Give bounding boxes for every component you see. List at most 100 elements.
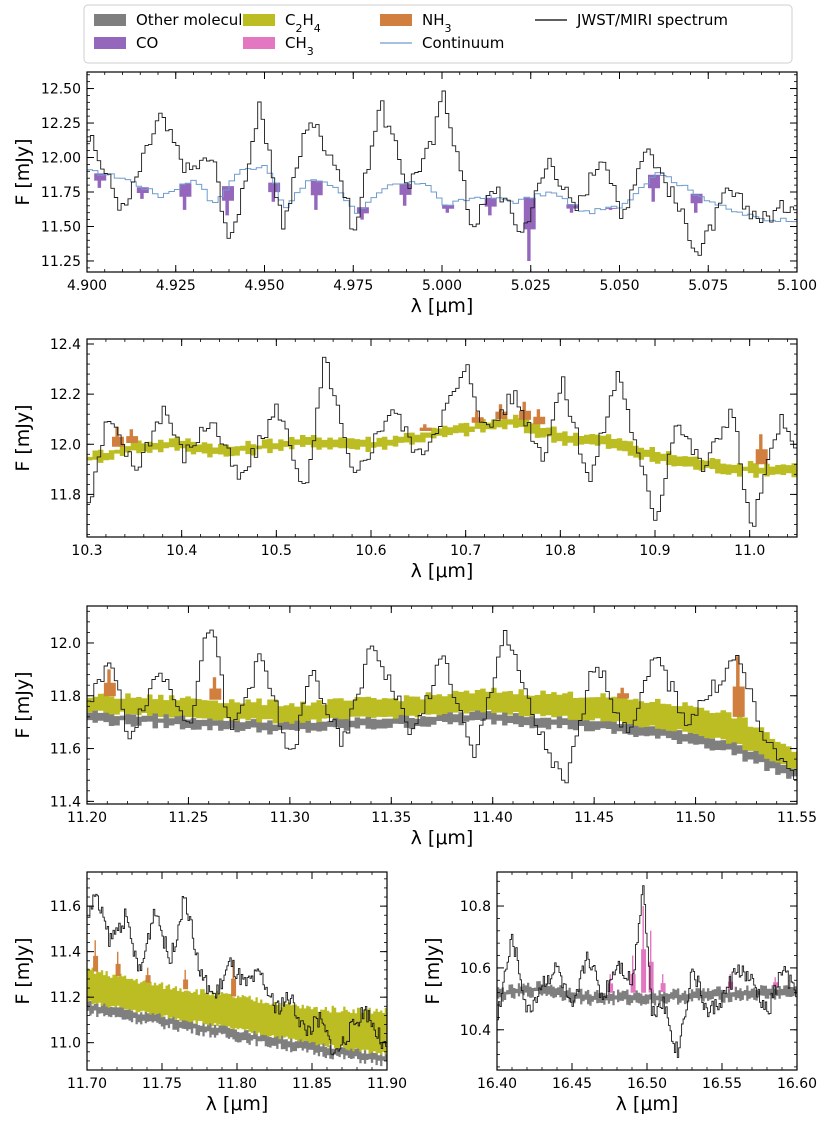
y-axis-label: F [mJy] [12, 404, 34, 471]
y-axis-label: F [mJy] [12, 671, 34, 738]
y-tick-label: 12.4 [50, 337, 81, 353]
x-tick-label: 11.40 [473, 810, 513, 826]
x-tick-label: 16.45 [552, 1076, 592, 1092]
legend-label-c2h4: C2H4 [285, 11, 321, 35]
legend-label-co: CO [136, 34, 158, 52]
plot-area-panel5 [497, 885, 797, 1058]
x-tick-label: 11.50 [676, 810, 716, 826]
y-tick-label: 12.25 [41, 116, 81, 132]
y-axis-label: F [mJy] [422, 937, 444, 1004]
band-nh3-panel3-3 [727, 656, 745, 717]
x-axis-label: λ [μm] [411, 295, 474, 317]
legend-entry-nh3: NH3 [380, 11, 452, 35]
band-co-panel1-7 [394, 184, 412, 206]
x-axis-label: λ [μm] [411, 827, 474, 849]
band-nh3-panel4-0 [90, 940, 99, 972]
y-tick-label: 11.4 [50, 794, 81, 810]
x-tick-label: 16.40 [477, 1076, 517, 1092]
line-jwst-panel5 [497, 885, 797, 1058]
legend-label-jwst: JWST/MIRI spectrum [576, 11, 728, 29]
band-nh3-panel4-4 [228, 960, 237, 997]
x-tick-label: 4.925 [156, 278, 196, 294]
band-nh3-panel3-2 [612, 687, 629, 699]
x-tick-label: 11.85 [292, 1076, 332, 1092]
legend-swatch-ch3 [243, 37, 275, 49]
band-ch3-panel5-6 [770, 977, 779, 988]
band-co-panel1-1 [131, 187, 149, 199]
band-co-panel1-12 [600, 207, 618, 210]
legend-label-other: Other molecules [136, 11, 260, 29]
legend-label-ch3: CH3 [285, 34, 314, 58]
band-co-panel1-11 [561, 204, 579, 213]
x-tick-label: 16.50 [627, 1076, 667, 1092]
x-axis-label: λ [μm] [616, 1093, 679, 1115]
y-tick-label: 11.6 [50, 742, 81, 758]
line-jwst-panel1 [87, 90, 797, 256]
x-tick-label: 16.60 [777, 1076, 817, 1092]
band-co-panel1-5 [305, 180, 323, 210]
band-co-panel1-0 [89, 173, 107, 188]
band-co-panel1-13 [642, 174, 660, 202]
x-tick-label: 11.75 [142, 1076, 182, 1092]
band-co-panel1-14 [685, 193, 703, 213]
band-ch3-panel5-3 [646, 930, 654, 993]
band-co-panel1-8 [437, 204, 455, 213]
y-tick-label: 11.0 [50, 1036, 81, 1052]
legend-swatch-co [94, 37, 126, 49]
line-continuum-panel1 [87, 165, 797, 223]
x-tick-label: 10.4 [166, 543, 197, 559]
legend-entry-other: Other molecules [94, 11, 260, 29]
y-tick-label: 12.50 [41, 82, 81, 98]
chart-panel1: 4.900 4.925 4.950 4.975 5.000 5.025 5.050 5.075… [12, 71, 817, 317]
x-tick-label: 5.000 [422, 278, 462, 294]
y-tick-label: 11.8 [50, 689, 81, 705]
band-nh3-panel2-3 [466, 411, 484, 423]
legend-swatch-nh3 [380, 14, 412, 26]
band-co-panel1-2 [174, 183, 192, 210]
y-tick-label: 11.75 [41, 185, 81, 201]
band-nh3-panel2-2 [414, 424, 432, 431]
x-tick-label: 5.100 [777, 278, 817, 294]
x-tick-label: 11.35 [371, 810, 411, 826]
x-tick-label: 10.3 [71, 543, 102, 559]
legend-entry-continuum: Continuum [380, 34, 504, 52]
y-tick-label: 11.8 [50, 487, 81, 503]
y-tick-label: 10.8 [460, 899, 491, 915]
band-ch3-panel5-1 [628, 955, 636, 993]
band-nh3-panel2-6 [528, 409, 546, 425]
y-tick-label: 11.2 [50, 990, 81, 1006]
x-tick-label: 11.70 [67, 1076, 107, 1092]
chart-panel3: 11.20 11.25 11.30 11.35 11.40 11.45 11.50 11.55… [12, 605, 817, 849]
band-nh3-panel4-3 [180, 969, 189, 990]
chart-panel5: 16.40 16.45 16.50 16.55 16.60 10.4 10.6 10.8 λ [… [422, 871, 817, 1115]
legend-swatch-other [94, 14, 126, 26]
band-co-panel1-10 [518, 197, 536, 261]
band-nh3-panel2-4 [490, 404, 508, 419]
x-tick-label: 11.45 [574, 810, 614, 826]
x-tick-label: 11.90 [367, 1076, 407, 1092]
y-axis-label: F [mJy] [12, 937, 34, 1004]
band-nh3-panel3-1 [204, 677, 222, 700]
band-nh3-panel2-7 [750, 434, 768, 465]
y-tick-label: 11.4 [50, 945, 81, 961]
x-tick-label: 10.7 [450, 543, 481, 559]
band-co-panel1-9 [479, 197, 497, 216]
x-tick-label: 4.950 [244, 278, 284, 294]
legend-entry-c2h4: C2H4 [243, 11, 321, 35]
line-jwst-panel2 [87, 356, 797, 527]
x-tick-label: 16.55 [702, 1076, 742, 1092]
legend-label-continuum: Continuum [422, 34, 504, 52]
band-c2h4-panel2 [87, 414, 797, 478]
y-tick-label: 12.2 [50, 387, 81, 403]
plot-area-panel3 [87, 629, 797, 784]
frame-panel3 [86, 605, 798, 805]
x-tick-label: 11.80 [217, 1076, 257, 1092]
band-nh3-panel2-0 [106, 426, 124, 447]
y-tick-label: 12.0 [50, 437, 81, 453]
legend-entry-jwst: JWST/MIRI spectrum [535, 11, 728, 29]
legend-entry-co: CO [94, 34, 158, 52]
x-tick-label: 11.55 [777, 810, 817, 826]
frame-panel2 [86, 338, 798, 538]
band-co-panel1-3 [216, 186, 234, 216]
